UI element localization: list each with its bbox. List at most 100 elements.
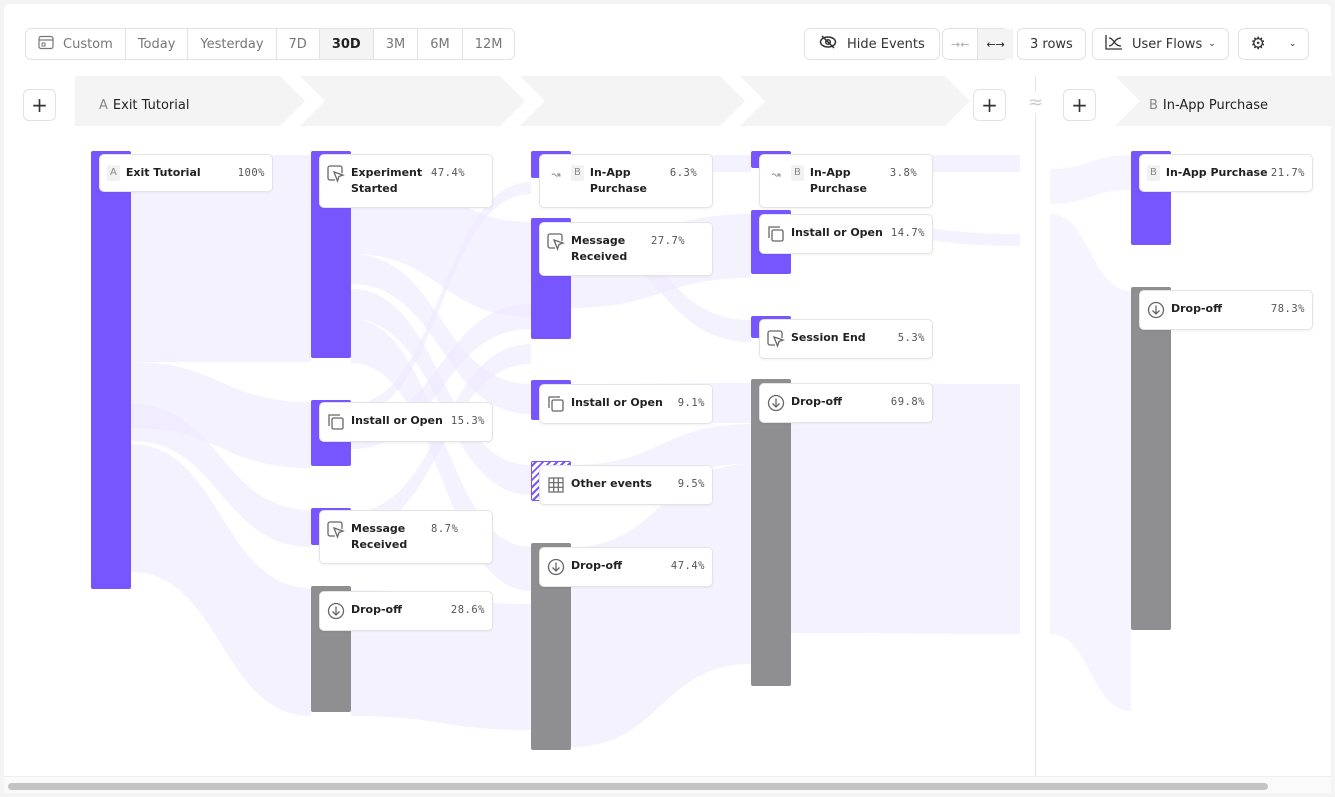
step-a-header[interactable]: A Exit Tutorial — [99, 80, 189, 130]
dropoff-bar[interactable] — [1131, 287, 1171, 630]
flow-link[interactable] — [1050, 155, 1131, 204]
flow-link[interactable] — [131, 444, 311, 716]
node-card[interactable]: Install or Open 9.1% — [539, 384, 713, 424]
date-range-3m[interactable]: 3M — [374, 29, 419, 59]
flow-link[interactable] — [131, 155, 311, 362]
date-range-custom[interactable]: Custom — [26, 29, 126, 59]
flow-link[interactable] — [131, 404, 311, 547]
node-card[interactable]: Drop-off 69.8% — [759, 383, 933, 423]
node-card[interactable]: Install or Open 14.7% — [759, 214, 933, 254]
cursor-click-icon — [547, 233, 565, 251]
copy-icon — [767, 225, 785, 243]
flow-link[interactable] — [351, 182, 531, 416]
expand-button[interactable]: ←→ — [978, 29, 1013, 59]
node-card[interactable]: Message Received 27.7% — [539, 222, 713, 276]
node-percent: 69.8% — [890, 396, 925, 408]
flow-link[interactable] — [571, 464, 751, 747]
date-range-yesterday[interactable]: Yesterday — [188, 29, 277, 59]
node-card[interactable]: ↝ B In-App Purchase 3.8% — [759, 154, 933, 208]
node-label: Drop-off — [571, 559, 623, 572]
date-range-label: 3M — [385, 36, 406, 52]
date-range-label: Custom — [63, 36, 113, 52]
copy-icon — [327, 413, 345, 431]
dropoff-bar[interactable] — [751, 379, 791, 686]
date-range-label: 7D — [288, 36, 307, 52]
node-percent: 9.1% — [677, 397, 705, 409]
step-header-arrow — [1115, 76, 1331, 126]
date-range-6m[interactable]: 6M — [418, 29, 463, 59]
node-label: Message Received — [351, 522, 408, 551]
arrow-down-circle-icon — [1147, 301, 1165, 319]
view-selector[interactable]: User Flows ⌄ — [1092, 28, 1229, 60]
add-step-button[interactable]: + — [973, 89, 1006, 121]
node-card[interactable]: Experiment Started 47.4% — [319, 154, 493, 208]
node-label: Install or Open — [571, 396, 663, 409]
node-percent: 3.8% — [889, 167, 918, 179]
add-step-before-button[interactable]: + — [23, 89, 56, 121]
step-letter-badge: B — [791, 165, 804, 181]
node-card[interactable]: Other events 9.5% — [539, 465, 713, 505]
node-label: Other events — [571, 477, 652, 490]
horizontal-scrollbar[interactable] — [4, 776, 1331, 793]
flow-link[interactable] — [131, 362, 311, 468]
node-percent: 5.3% — [897, 332, 925, 344]
date-range-label: Today — [137, 36, 176, 52]
date-range-12m[interactable]: 12M — [463, 29, 515, 59]
node-card[interactable]: A Exit Tutorial 100% — [99, 154, 273, 192]
node-percent: 14.7% — [890, 227, 925, 239]
date-range-7d[interactable]: 7D — [277, 29, 320, 59]
hide-events-button[interactable]: Hide Events — [804, 28, 940, 60]
flow-link[interactable] — [1050, 214, 1131, 711]
step-label: In-App Purchase — [1162, 97, 1268, 113]
calendar-icon — [38, 34, 54, 54]
step-header-arrows — [75, 76, 970, 126]
flow-link[interactable] — [791, 383, 1020, 634]
node-bar[interactable] — [91, 151, 131, 589]
node-percent: 9.5% — [677, 478, 705, 490]
collapse-expand-toggle: →← ←→ — [942, 28, 1013, 60]
date-range-label: Yesterday — [200, 36, 264, 52]
add-step-button[interactable]: + — [1063, 89, 1096, 121]
view-label: User Flows — [1132, 36, 1203, 52]
node-label: Message Received — [571, 234, 628, 263]
gear-icon: ⚙ — [1250, 34, 1266, 54]
node-percent: 78.3% — [1270, 303, 1305, 315]
date-range-label: 30D — [331, 36, 361, 52]
node-card[interactable]: Drop-off 47.4% — [539, 547, 713, 587]
date-range-today[interactable]: Today — [126, 29, 189, 59]
divider — [1035, 76, 1036, 776]
settings-button[interactable]: ⚙ ⌄ — [1238, 28, 1309, 60]
arrow-down-circle-icon — [767, 394, 785, 412]
node-card[interactable]: Drop-off 78.3% — [1139, 290, 1313, 330]
cursor-click-icon — [327, 165, 345, 183]
step-b-header[interactable]: B In-App Purchase — [1149, 80, 1268, 130]
rows-label: 3 rows — [1030, 36, 1073, 52]
node-card[interactable]: Message Received 8.7% — [319, 510, 493, 564]
cursor-click-icon — [327, 521, 345, 539]
date-range-picker: Custom Today Yesterday 7D 30D 3M 6M 12M — [25, 28, 516, 60]
node-label: Install or Open — [791, 226, 883, 239]
node-card[interactable]: Install or Open 15.3% — [319, 402, 493, 442]
rows-button[interactable]: 3 rows — [1017, 28, 1086, 60]
arrow-down-circle-icon — [547, 558, 565, 576]
node-percent: 6.3% — [669, 167, 698, 179]
scrollbar-thumb[interactable] — [8, 783, 1268, 790]
arrow-down-circle-icon — [327, 602, 345, 620]
node-card[interactable]: B In-App Purchase 21.7% — [1139, 154, 1313, 192]
step-letter-badge: B — [1147, 165, 1160, 181]
node-label: Drop-off — [1171, 302, 1223, 315]
node-label: In-App Purchase — [1165, 166, 1268, 179]
node-card[interactable]: Drop-off 28.6% — [319, 591, 493, 631]
collapse-button[interactable]: →← — [943, 29, 979, 59]
date-range-30d[interactable]: 30D — [319, 29, 374, 59]
step-letter-badge: B — [571, 165, 584, 181]
node-card[interactable]: ↝ B In-App Purchase 6.3% — [539, 154, 713, 208]
hide-events-label: Hide Events — [847, 36, 925, 52]
node-card[interactable]: Session End 5.3% — [759, 319, 933, 359]
date-range-label: 6M — [430, 36, 450, 52]
chevron-down-icon: ⌄ — [1208, 39, 1216, 49]
node-percent: 8.7% — [431, 523, 459, 535]
flow-link[interactable] — [351, 289, 531, 495]
node-label: Experiment Started — [351, 166, 423, 195]
node-percent: 47.4% — [670, 560, 705, 572]
